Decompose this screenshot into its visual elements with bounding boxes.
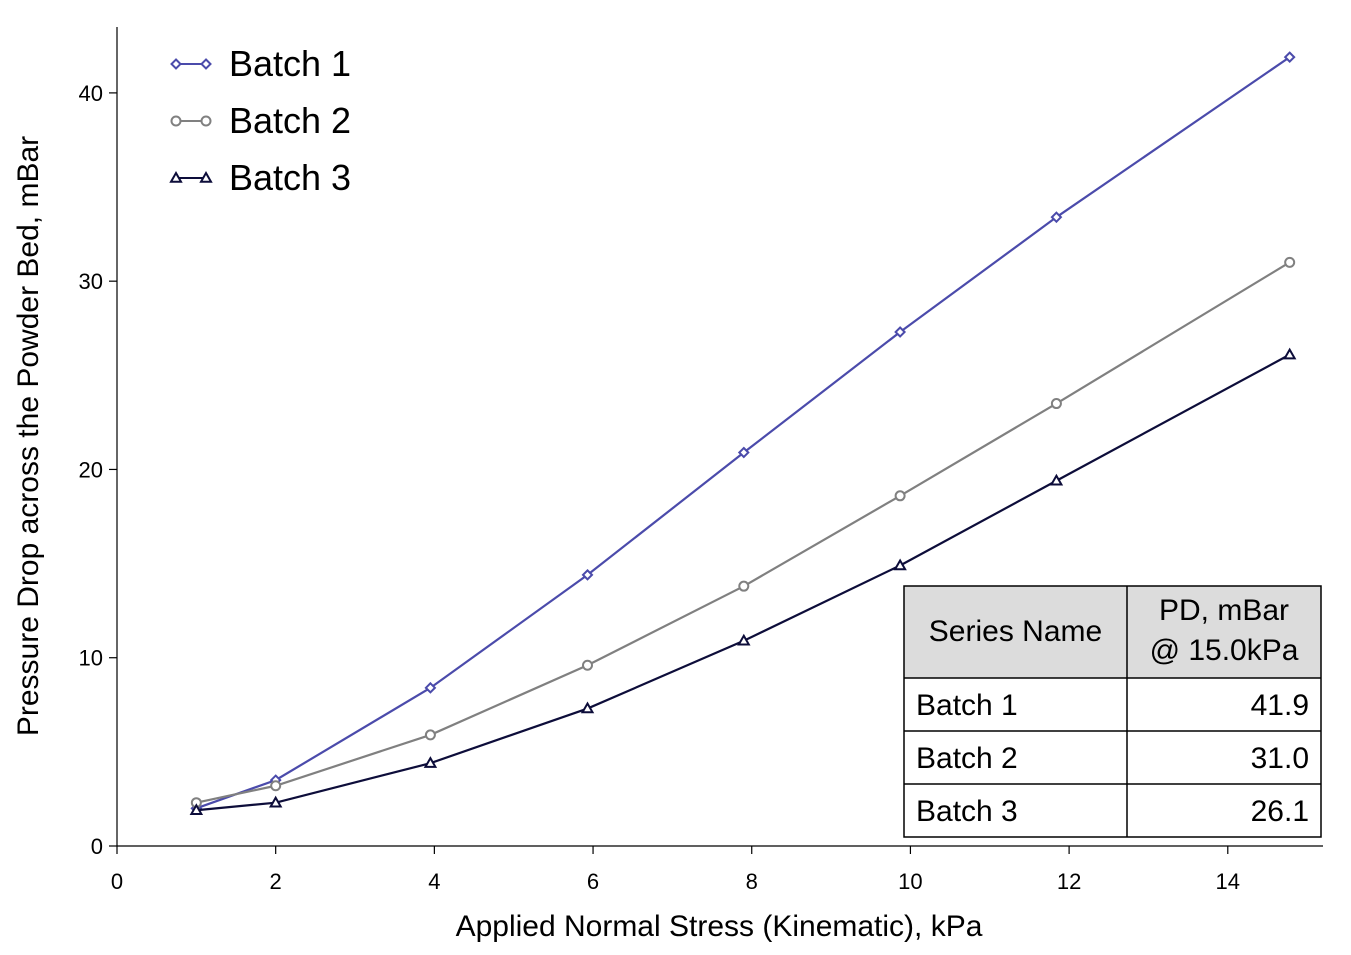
- x-tick-label: 8: [746, 869, 758, 894]
- table-header-bg: [904, 586, 1321, 678]
- data-point: [1050, 211, 1063, 224]
- table-header-series-name: Series Name: [929, 615, 1102, 648]
- series-line: [196, 261, 1291, 804]
- table-cell-value: 41.9: [1251, 689, 1309, 722]
- table-cell-series-name: Batch 2: [916, 742, 1018, 775]
- data-point: [189, 803, 204, 815]
- legend-label: Batch 3: [229, 157, 351, 198]
- data-point: [270, 780, 282, 792]
- x-tick-label: 0: [111, 869, 123, 894]
- data-point: [738, 580, 750, 592]
- table-header-pd: PD, mBar: [1159, 594, 1289, 627]
- legend-item-batch-3: Batch 3: [169, 157, 351, 198]
- x-tick-label: 6: [587, 869, 599, 894]
- legend: Batch 1 Batch 2 Batch 3: [169, 43, 351, 198]
- series-line: [195, 56, 1291, 810]
- table-cell-series-name: Batch 1: [916, 689, 1018, 722]
- data-point: [737, 633, 751, 646]
- summary-table: Series Name PD, mBar @ 15.0kPa Batch 1 41.9 B…: [903, 585, 1322, 838]
- data-point: [1282, 347, 1297, 360]
- legend-item-batch-1: Batch 1: [170, 43, 351, 84]
- data-point: [894, 490, 906, 502]
- table-header-stress: @ 15.0kPa: [1150, 634, 1299, 667]
- data-point: [424, 729, 436, 741]
- data-point: [1284, 256, 1296, 268]
- x-tick-label: 2: [270, 869, 282, 894]
- legend-marker-right: [200, 115, 212, 127]
- legend-marker-right: [199, 170, 213, 183]
- x-axis-ticks: 0 2 4 6 8 10 12 14: [111, 846, 1240, 894]
- data-point: [581, 568, 594, 581]
- table-cell-value: 31.0: [1251, 742, 1309, 775]
- legend-label: Batch 1: [229, 43, 351, 84]
- series-layer: [189, 51, 1297, 815]
- data-point: [580, 701, 595, 714]
- data-point: [737, 446, 750, 459]
- data-point: [268, 795, 283, 808]
- table-cell-series-name: Batch 3: [916, 795, 1018, 828]
- legend-marker-left: [169, 170, 183, 183]
- data-point: [893, 558, 907, 571]
- legend-label: Batch 2: [229, 100, 351, 141]
- legend-marker-right: [200, 58, 212, 70]
- x-tick-label: 10: [898, 869, 922, 894]
- x-tick-label: 12: [1057, 869, 1081, 894]
- data-point: [424, 681, 437, 694]
- data-point: [581, 659, 593, 671]
- x-tick-label: 14: [1216, 869, 1240, 894]
- data-point: [1050, 398, 1062, 410]
- y-tick-label: 20: [79, 457, 103, 482]
- y-tick-label: 10: [79, 646, 103, 671]
- y-tick-label: 40: [79, 81, 103, 106]
- y-tick-label: 0: [91, 834, 103, 859]
- data-point: [1283, 51, 1296, 64]
- data-point: [423, 756, 438, 768]
- x-tick-label: 4: [428, 869, 440, 894]
- legend-marker-left: [170, 115, 182, 127]
- series-batch-2: [190, 256, 1296, 809]
- data-point: [1049, 473, 1064, 486]
- y-axis-title: Pressure Drop across the Powder Bed, mBa…: [12, 136, 45, 736]
- data-point: [894, 326, 907, 338]
- series-batch-3: [189, 347, 1297, 815]
- y-tick-label: 30: [79, 269, 103, 294]
- x-axis-title: Applied Normal Stress (Kinematic), kPa: [456, 910, 983, 943]
- legend-marker-left: [170, 58, 182, 70]
- table-border: [903, 585, 1322, 838]
- series-line: [196, 353, 1291, 812]
- legend-item-batch-2: Batch 2: [170, 100, 351, 141]
- axes: [116, 27, 1323, 847]
- y-axis-ticks: 0 10 20 30 40: [79, 81, 117, 859]
- table-body-bg: [904, 678, 1321, 837]
- table-cell-value: 26.1: [1251, 795, 1309, 828]
